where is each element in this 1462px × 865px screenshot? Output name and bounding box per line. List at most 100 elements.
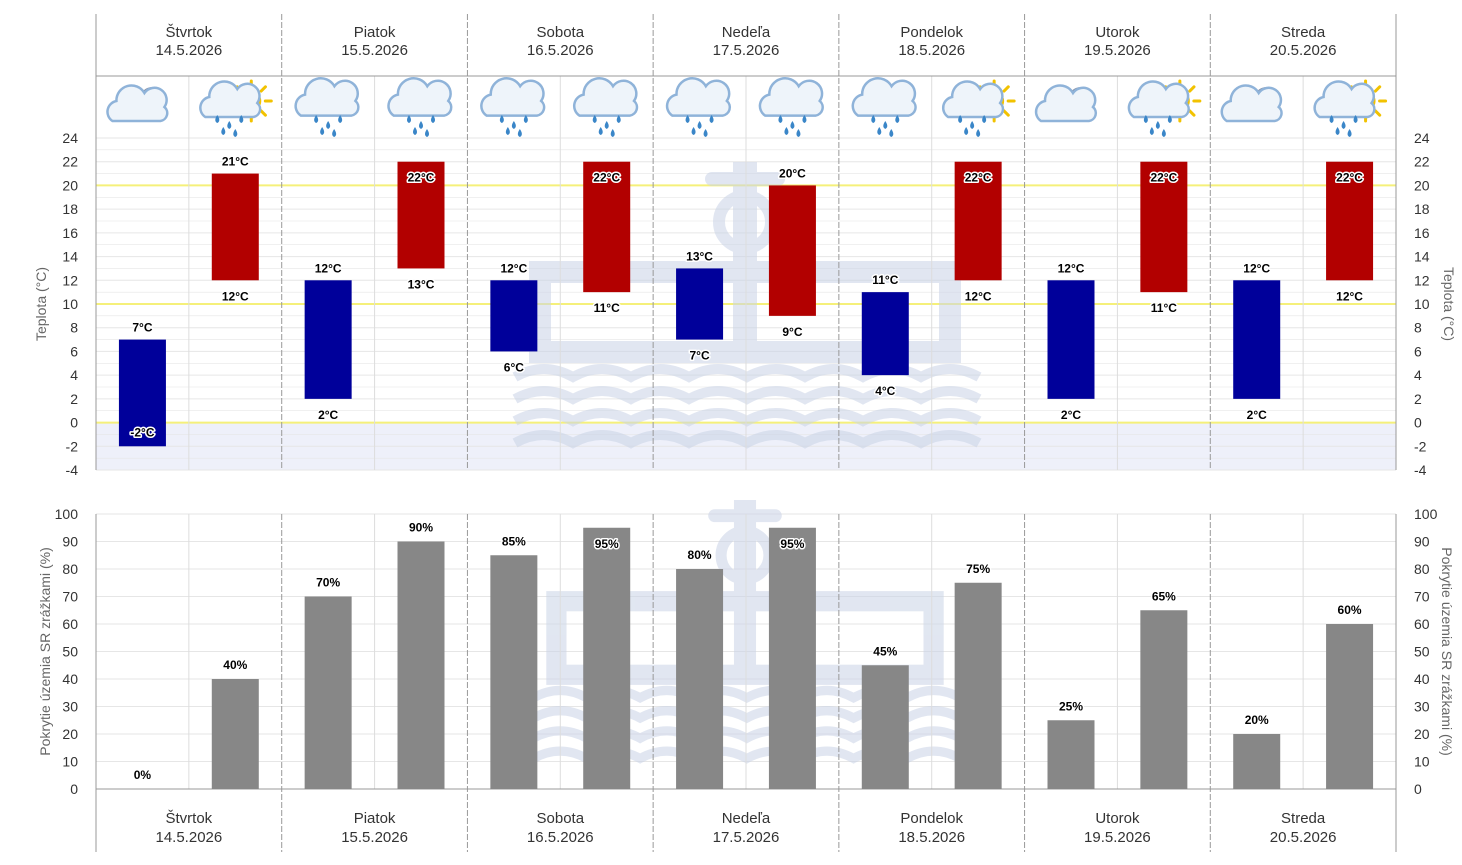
- y-tick-right: 20: [1414, 177, 1430, 193]
- y-axis-title-left: Pokrytie územia SR zrážkami (%): [37, 547, 53, 756]
- cloud-shape: [1220, 84, 1283, 123]
- precipitation-label: 60%: [1338, 603, 1362, 617]
- rain-drop: [338, 115, 343, 123]
- cloud-shape: [941, 80, 1005, 119]
- day-temperature-bar: [1140, 161, 1188, 293]
- rain-drop: [610, 129, 615, 137]
- cloud-shape: [294, 77, 360, 117]
- rain-drop: [221, 127, 226, 135]
- rain-drop: [332, 129, 337, 137]
- temperature-max-label: 12°C: [315, 261, 342, 275]
- precipitation-bar: [211, 679, 259, 789]
- temperature-min-label: 11°C: [594, 301, 620, 315]
- y-axis-title-right: Pokrytie územia SR zrážkami (%): [1439, 547, 1455, 756]
- precipitation-bar: [583, 527, 631, 789]
- precipitation-label: 95%: [595, 537, 619, 551]
- night-temperature-bar: [490, 280, 538, 352]
- day-name-header: Štvrtok: [166, 24, 213, 41]
- rain-drop: [877, 127, 882, 135]
- precipitation-label: 65%: [1152, 589, 1176, 603]
- day-date-footer: 15.5.2026: [341, 829, 408, 846]
- rain-drop: [1167, 115, 1172, 123]
- y-tick-right: 40: [1414, 671, 1430, 687]
- watermark-wave: [512, 408, 982, 427]
- cloud-rain-icon: [572, 77, 639, 137]
- y-tick-left: 10: [62, 296, 78, 312]
- y-tick-left: 20: [62, 726, 78, 742]
- sun-cloud-rain-icon: [1127, 79, 1202, 137]
- day-temperature-bar: [583, 161, 631, 293]
- night-temperature-bar: [118, 339, 166, 447]
- precipitation-label: 45%: [873, 644, 897, 658]
- day-date-footer: 17.5.2026: [713, 829, 780, 846]
- temperature-min-label: 2°C: [1061, 408, 1081, 422]
- precipitation-bar: [304, 596, 352, 789]
- sun-cloud-rain-icon: [199, 79, 273, 137]
- y-tick-right: 80: [1414, 561, 1430, 577]
- y-tick-left: 50: [62, 644, 78, 660]
- day-temperature-bar: [954, 161, 1002, 281]
- precipitation-label: 20%: [1245, 713, 1269, 727]
- temperature-min-label: 6°C: [504, 360, 524, 374]
- day-date-header: 14.5.2026: [155, 42, 222, 59]
- temperature-min-label: 4°C: [875, 384, 895, 398]
- precipitation-bar: [490, 555, 538, 789]
- watermark-vane: [705, 172, 785, 186]
- precipitation-label: 40%: [223, 658, 247, 672]
- precipitation-label: 75%: [966, 562, 990, 576]
- night-temperature-bar: [304, 280, 352, 399]
- precipitation-bar: [1233, 734, 1281, 789]
- rain-drop: [1335, 127, 1340, 135]
- cloud-shape: [572, 77, 639, 117]
- sun-cloud-rain-icon: [1313, 79, 1388, 137]
- day-temperature-bar: [397, 161, 445, 269]
- rain-drop: [604, 121, 609, 129]
- rain-drop: [883, 121, 888, 129]
- rain-drop: [413, 127, 417, 135]
- y-tick-right: -4: [1414, 462, 1427, 478]
- day-date-footer: 16.5.2026: [527, 829, 594, 846]
- cloud-rain-icon: [294, 77, 360, 137]
- watermark-letters: [546, 591, 944, 685]
- rain-drop: [1143, 115, 1148, 123]
- y-tick-right: 2: [1414, 391, 1422, 407]
- temperature-max-label: 22°C: [593, 171, 620, 185]
- rain-drop: [703, 129, 708, 137]
- day-date-footer: 19.5.2026: [1084, 829, 1151, 846]
- day-date-footer: 18.5.2026: [898, 829, 965, 846]
- rain-drop: [697, 121, 702, 129]
- precipitation-label: 90%: [409, 521, 433, 535]
- y-tick-right: 0: [1414, 781, 1422, 797]
- day-date-header: 20.5.2026: [1270, 42, 1337, 59]
- precipitation-label: 80%: [688, 548, 712, 562]
- sun-cloud-rain-icon: [941, 79, 1016, 137]
- temperature-max-label: 22°C: [408, 171, 435, 185]
- y-tick-left: 16: [62, 225, 78, 241]
- rain-drop: [233, 129, 238, 137]
- rain-drop: [499, 115, 504, 123]
- day-name-header: Sobota: [537, 24, 585, 41]
- sun-ray: [1188, 85, 1196, 93]
- y-tick-left: 40: [62, 671, 78, 687]
- sun-ray: [259, 109, 267, 117]
- cloud-shape: [1034, 84, 1098, 123]
- day-date-header: 16.5.2026: [527, 42, 594, 59]
- temperature-max-label: 20°C: [779, 166, 806, 180]
- rain-drop: [889, 129, 894, 137]
- night-temperature-bar: [676, 268, 724, 340]
- y-tick-left: 60: [62, 616, 78, 632]
- temperature-min-label: 2°C: [318, 408, 338, 422]
- day-date-footer: 14.5.2026: [155, 829, 222, 846]
- y-tick-left: 90: [62, 534, 78, 550]
- watermark-wave: [512, 430, 982, 449]
- cloud-moon-icon: [106, 84, 169, 123]
- y-tick-left: 0: [70, 781, 78, 797]
- day-name-footer: Nedeľa: [722, 810, 771, 827]
- temperature-max-label: 22°C: [1150, 171, 1177, 185]
- day-name-header: Piatok: [354, 24, 396, 41]
- rain-drop: [895, 115, 900, 123]
- rain-drop: [982, 115, 987, 123]
- cloud-rain-icon: [387, 77, 453, 137]
- temperature-min-label: 12°C: [965, 289, 992, 303]
